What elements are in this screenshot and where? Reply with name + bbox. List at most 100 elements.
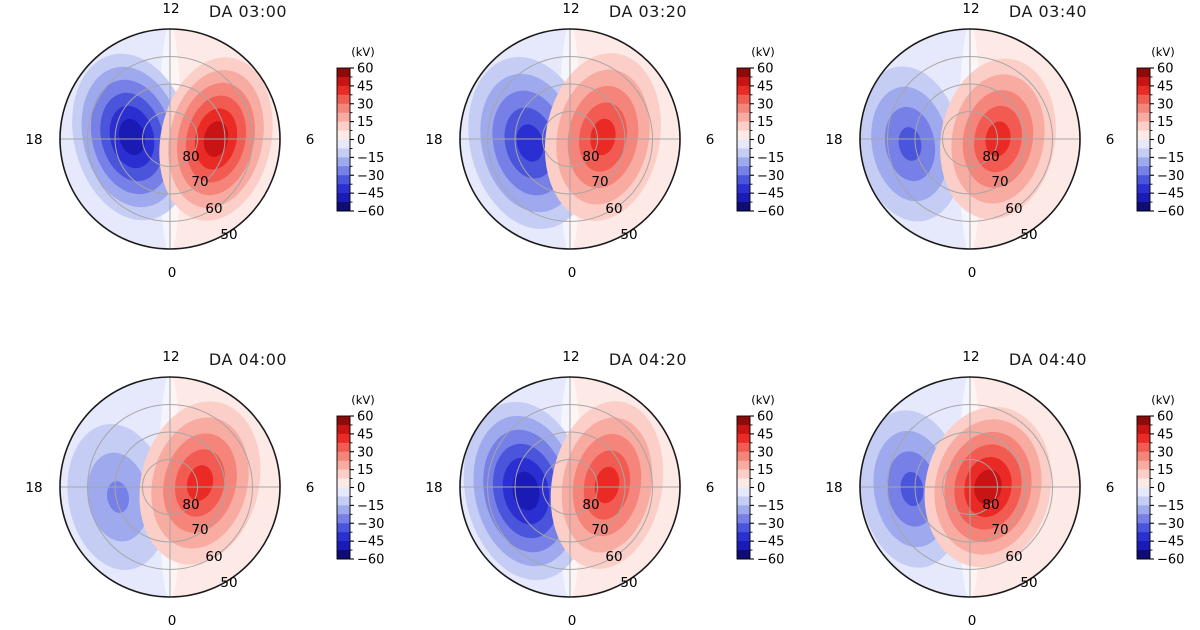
svg-text:50: 50 [620,227,637,243]
colorbar-tick-label: 15 [1157,115,1174,130]
colorbar: 60 45 30 15 0 −15 −30 −45 −60 (kV) [1136,393,1184,568]
colorbar-tick-label: −15 [757,151,784,166]
colorbar-tick-label: −60 [757,553,784,568]
svg-text:50: 50 [1020,227,1037,243]
colorbar-tick-label: 45 [757,79,774,94]
colorbar-tick-label: −60 [757,205,784,220]
colorbar-tick-label: −30 [1157,517,1184,532]
polar-grid [860,377,1080,597]
plot-boundary-circle [459,28,681,250]
colorbar-tick-label: −30 [357,517,384,532]
panel-da-0320: 12 18 6 0 80 70 60 50 60 45 30 15 0 −15 −30 −45 −60 (kV) … [400,0,800,282]
panel-da-0440: 12 18 6 0 80 70 60 50 60 45 30 15 0 −15 −30 −45 −60 (kV) … [800,348,1200,630]
colorbar-tick-label: 60 [757,62,774,77]
svg-text:0: 0 [568,613,577,629]
colorbar-tick-label: 60 [357,62,374,77]
colorbar-tick-label: −45 [1157,187,1184,202]
svg-text:0: 0 [968,265,977,281]
panel-title: DA 04:40 [1008,350,1088,369]
svg-text:80: 80 [582,497,599,513]
colorbar-tick-label: 0 [357,481,365,496]
colorbar-tick-label: 45 [357,79,374,94]
colorbar-tick-label: 15 [1157,463,1174,478]
colorbar-tick-label: 30 [357,445,374,460]
svg-text:12: 12 [962,349,979,365]
svg-text:80: 80 [982,497,999,513]
colorbar-tick-label: 15 [357,463,374,478]
plot-boundary-circle [859,376,1081,598]
svg-text:70: 70 [991,174,1008,190]
svg-text:60: 60 [205,549,222,565]
colorbar-tick-label: 45 [357,427,374,442]
colorbar-units-label: (kV) [351,45,375,59]
colorbar-tick-label: 30 [1157,445,1174,460]
svg-text:70: 70 [591,522,608,538]
svg-text:50: 50 [1020,575,1037,591]
svg-text:50: 50 [220,227,237,243]
colorbar-tick-label: 60 [757,410,774,425]
colorbar-tick-label: −30 [757,517,784,532]
colorbar-tick-label: −15 [357,151,384,166]
svg-text:60: 60 [605,549,622,565]
polar-grid [460,29,680,249]
colorbar-tick-label: 15 [757,463,774,478]
panel-title: DA 03:20 [608,2,688,21]
svg-text:70: 70 [191,522,208,538]
svg-text:6: 6 [306,480,315,496]
svg-text:12: 12 [562,349,579,365]
svg-text:60: 60 [1005,549,1022,565]
colorbar-tick-label: 15 [757,115,774,130]
svg-text:80: 80 [982,149,999,165]
svg-text:0: 0 [168,265,177,281]
colorbar-tick-label: −15 [357,499,384,514]
colorbar-tick-label: 30 [1157,97,1174,112]
svg-text:12: 12 [562,1,579,17]
svg-text:18: 18 [425,132,442,148]
panel-title: DA 03:40 [1008,2,1088,21]
colorbar-tick-label: 0 [757,133,765,148]
svg-text:0: 0 [568,265,577,281]
colorbar: 60 45 30 15 0 −15 −30 −45 −60 (kV) [736,393,784,568]
colorbar-tick-label: −60 [1157,205,1184,220]
panel-da-0420: 12 18 6 0 80 70 60 50 60 45 30 15 0 −15 −30 −45 −60 (kV) … [400,348,800,630]
polar-grid [860,29,1080,249]
colorbar-tick-label: −60 [357,205,384,220]
svg-text:70: 70 [991,522,1008,538]
colorbar-tick-label: 0 [1157,481,1165,496]
panel-da-0340: 12 18 6 0 80 70 60 50 60 45 30 15 0 −15 −30 −45 −60 (kV) … [800,0,1200,282]
svg-text:6: 6 [306,132,315,148]
colorbar-units-label: (kV) [351,393,375,407]
svg-text:12: 12 [162,1,179,17]
svg-text:12: 12 [962,1,979,17]
colorbar: 60 45 30 15 0 −15 −30 −45 −60 (kV) [736,45,784,220]
colorbar-units-label: (kV) [1151,45,1175,59]
colorbar-tick-label: 0 [1157,133,1165,148]
polar-grid [60,29,280,249]
svg-text:60: 60 [1005,201,1022,217]
colorbar-units-label: (kV) [1151,393,1175,407]
colorbar-tick-label: 0 [757,481,765,496]
svg-text:18: 18 [25,480,42,496]
colorbar-tick-label: 0 [357,133,365,148]
colorbar-tick-label: 45 [757,427,774,442]
svg-text:0: 0 [968,613,977,629]
colorbar: 60 45 30 15 0 −15 −30 −45 −60 (kV) [336,45,384,220]
polar-grid [60,377,280,597]
colorbar-tick-label: −45 [357,535,384,550]
colorbar-tick-label: 60 [1157,410,1174,425]
colorbar-tick-label: 60 [357,410,374,425]
colorbar-tick-label: 30 [757,445,774,460]
colorbar-tick-label: −45 [757,187,784,202]
svg-text:70: 70 [191,174,208,190]
svg-text:80: 80 [582,149,599,165]
svg-text:80: 80 [182,149,199,165]
polar-grid [460,377,680,597]
